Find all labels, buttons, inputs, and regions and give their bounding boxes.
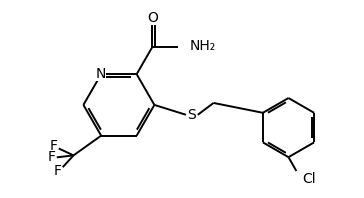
Text: O: O [147,11,158,25]
Text: F: F [48,150,56,164]
Text: NH₂: NH₂ [190,39,216,53]
Text: F: F [50,139,58,152]
Text: F: F [54,164,62,178]
Text: S: S [187,108,196,122]
Text: N: N [96,67,106,81]
Text: Cl: Cl [302,172,316,186]
